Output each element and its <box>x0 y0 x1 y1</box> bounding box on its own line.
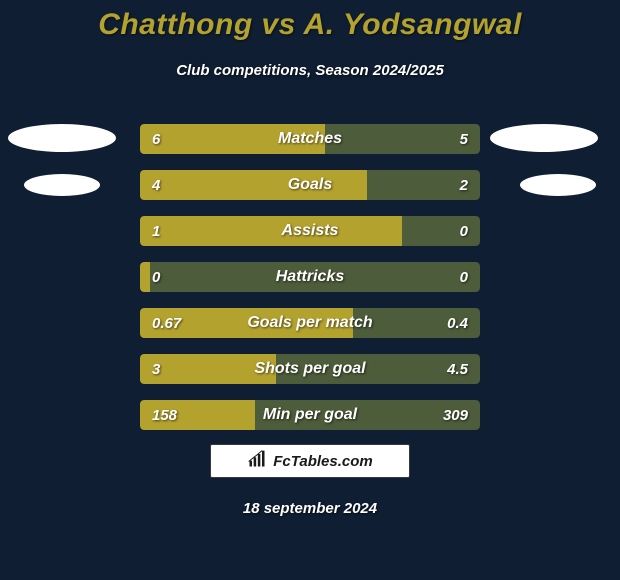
stat-label: Shots per goal <box>140 354 480 384</box>
team-badge-right-secondary <box>520 174 596 196</box>
stat-row: 42Goals <box>140 170 480 200</box>
stat-label: Goals <box>140 170 480 200</box>
subtitle: Club competitions, Season 2024/2025 <box>0 62 620 79</box>
stat-label: Hattricks <box>140 262 480 292</box>
stat-row: 0.670.4Goals per match <box>140 308 480 338</box>
page-title: Chatthong vs A. Yodsangwal <box>0 8 620 42</box>
comparison-card: Chatthong vs A. Yodsangwal Club competit… <box>0 0 620 580</box>
stat-row: 34.5Shots per goal <box>140 354 480 384</box>
fctables-attribution: FcTables.com <box>210 444 410 478</box>
stat-row: 65Matches <box>140 124 480 154</box>
stat-row: 158309Min per goal <box>140 400 480 430</box>
stat-row: 10Assists <box>140 216 480 246</box>
team-badge-left-primary <box>8 124 116 152</box>
team-badge-left-secondary <box>24 174 100 196</box>
team-badge-right-primary <box>490 124 598 152</box>
bar-chart-icon <box>247 449 267 474</box>
stat-label: Min per goal <box>140 400 480 430</box>
stats-block: 65Matches 42Goals 10Assists 00Hattricks 0.67… <box>140 124 480 446</box>
date-label: 18 september 2024 <box>0 500 620 517</box>
stat-label: Assists <box>140 216 480 246</box>
stat-row: 00Hattricks <box>140 262 480 292</box>
fctables-label: FcTables.com <box>273 453 372 470</box>
stat-label: Matches <box>140 124 480 154</box>
stat-label: Goals per match <box>140 308 480 338</box>
